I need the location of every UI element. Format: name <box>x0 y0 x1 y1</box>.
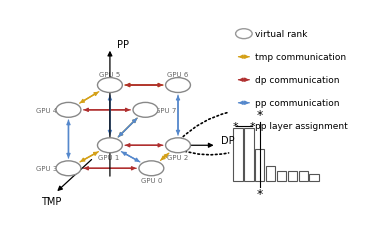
Bar <box>309 174 319 181</box>
Circle shape <box>97 78 122 93</box>
Bar <box>288 171 297 181</box>
Text: GPU 3: GPU 3 <box>36 166 57 172</box>
Bar <box>244 128 254 181</box>
Text: pp communication: pp communication <box>255 99 340 108</box>
Text: pp layer assignment: pp layer assignment <box>255 122 348 131</box>
Circle shape <box>97 138 122 153</box>
Text: dp communication: dp communication <box>255 76 340 85</box>
Bar <box>255 149 264 181</box>
Text: TMP: TMP <box>41 196 62 206</box>
Text: GPU 0: GPU 0 <box>141 177 162 183</box>
Text: PP: PP <box>117 40 129 50</box>
Text: GPU 7: GPU 7 <box>155 107 177 113</box>
Text: tmp communication: tmp communication <box>255 53 346 62</box>
Text: GPU 4: GPU 4 <box>36 107 57 113</box>
Circle shape <box>56 161 81 176</box>
Circle shape <box>139 161 164 176</box>
Text: *: * <box>249 121 255 131</box>
Text: virtual rank: virtual rank <box>255 30 308 39</box>
Circle shape <box>165 138 191 153</box>
Bar <box>265 167 275 181</box>
Text: GPU 1: GPU 1 <box>98 155 119 161</box>
Circle shape <box>165 78 191 93</box>
Text: *: * <box>233 121 238 131</box>
Text: GPU 2: GPU 2 <box>167 155 189 161</box>
Circle shape <box>56 103 81 118</box>
Bar <box>298 171 308 181</box>
Text: GPU 6: GPU 6 <box>167 72 189 78</box>
Text: DP: DP <box>221 135 235 145</box>
Circle shape <box>133 103 158 118</box>
Text: GPU 5: GPU 5 <box>99 72 121 78</box>
Bar <box>277 171 286 181</box>
Text: *: * <box>256 187 263 200</box>
Circle shape <box>236 30 252 39</box>
Bar <box>233 128 243 181</box>
Text: *: * <box>256 109 263 122</box>
